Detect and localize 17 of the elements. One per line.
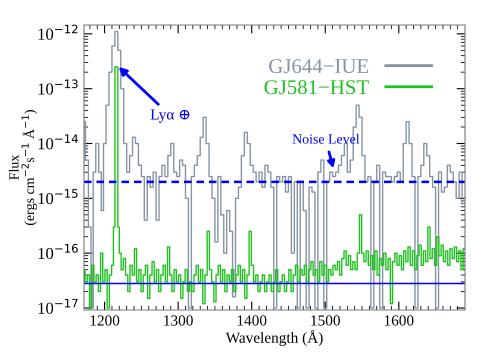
y-axis-title: Flux (ergs cm$^{−2}$s$^{−1}$ Å$^{−1}$) xyxy=(8,110,37,226)
y-tick-label: 10$^{−13}$ xyxy=(38,79,78,95)
y-tick-label: 10$^{−12}$ xyxy=(38,24,78,40)
y-tick-label: 10$^{−14}$ xyxy=(38,134,78,150)
legend-label: GJ644−IUE xyxy=(269,59,368,74)
annotation: Lyα ⊕ xyxy=(150,109,190,123)
x-tick-label: 1500 xyxy=(311,315,340,326)
x-tick-label: 1400 xyxy=(238,315,266,326)
annotation: Noise Level xyxy=(292,134,360,144)
x-axis-title: Wavelength (Å) xyxy=(226,330,323,346)
x-tick-label: 1300 xyxy=(164,315,193,326)
y-tick-label: 10$^{−17}$ xyxy=(38,298,78,314)
y-tick-label: 10$^{−16}$ xyxy=(38,244,78,260)
legend-label: GJ581−HST xyxy=(264,80,369,94)
x-tick-label: 1600 xyxy=(384,315,414,326)
x-tick-label: 1200 xyxy=(90,315,120,326)
y-tick-label: 10$^{−15}$ xyxy=(38,189,78,204)
